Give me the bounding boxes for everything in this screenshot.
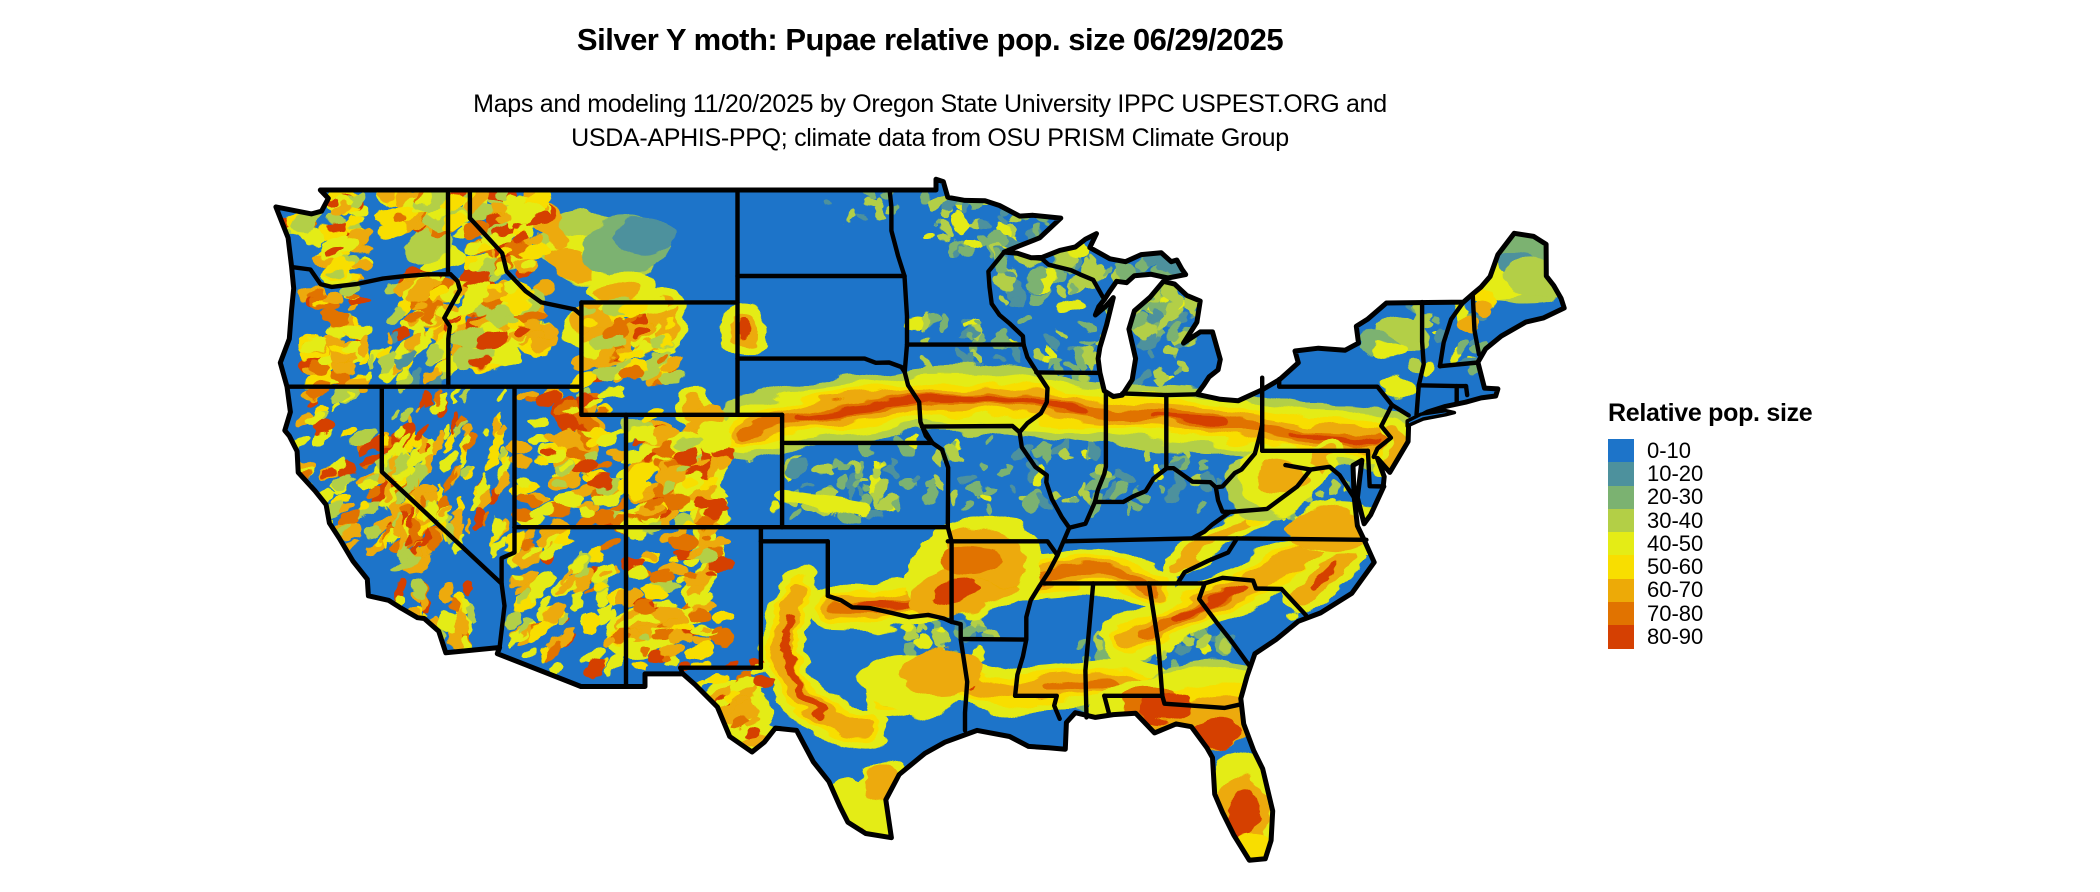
figure-subtitle: Maps and modeling 11/20/2025 by Oregon S… xyxy=(0,87,1860,155)
legend-swatch xyxy=(1608,555,1634,579)
legend-item: 10-20 xyxy=(1608,460,1812,486)
us-outline xyxy=(273,176,1567,863)
legend-swatch xyxy=(1608,532,1634,556)
legend-swatch xyxy=(1608,625,1634,649)
figure-title: Silver Y moth: Pupae relative pop. size … xyxy=(576,22,1284,57)
legend-swatch xyxy=(1608,439,1634,463)
legend-item: 60-70 xyxy=(1608,577,1812,603)
legend-item: 40-50 xyxy=(1608,530,1812,556)
legend: Relative pop. size 0-10 10-20 20-30 30-40 40… xyxy=(1608,399,1813,649)
legend-swatch xyxy=(1608,485,1634,509)
legend-label: 50-60 xyxy=(1647,554,1704,580)
legend-item: 70-80 xyxy=(1608,600,1812,626)
legend-label: 20-30 xyxy=(1647,484,1704,510)
legend-swatch xyxy=(1608,578,1634,603)
legend-label: 80-90 xyxy=(1647,624,1704,650)
legend-label: 70-80 xyxy=(1647,600,1704,626)
legend-label: 10-20 xyxy=(1647,460,1704,486)
state-borders xyxy=(284,187,1482,733)
legend-label: 30-40 xyxy=(1647,507,1704,533)
subtitle-line-2: USDA-APHIS-PPQ; climate data from OSU PR… xyxy=(571,124,1289,152)
legend-label: 40-50 xyxy=(1647,530,1704,556)
legend-item: 30-40 xyxy=(1608,507,1812,533)
legend-item: 20-30 xyxy=(1608,484,1812,510)
legend-swatch xyxy=(1608,508,1634,533)
long-island xyxy=(1405,408,1457,428)
legend-items: 0-10 10-20 20-30 30-40 40-50 50-60 60-70 70-80 8… xyxy=(1608,439,1812,649)
legend-label: 0-10 xyxy=(1647,437,1692,463)
legend-swatch xyxy=(1608,602,1634,626)
legend-title: Relative pop. size xyxy=(1608,399,1813,427)
subtitle-line-1: Maps and modeling 11/20/2025 by Oregon S… xyxy=(473,90,1387,118)
legend-swatch xyxy=(1608,462,1634,486)
legend-item: 0-10 xyxy=(1608,437,1812,463)
legend-item: 80-90 xyxy=(1608,624,1812,650)
legend-label: 60-70 xyxy=(1647,577,1704,603)
legend-item: 50-60 xyxy=(1608,554,1812,580)
